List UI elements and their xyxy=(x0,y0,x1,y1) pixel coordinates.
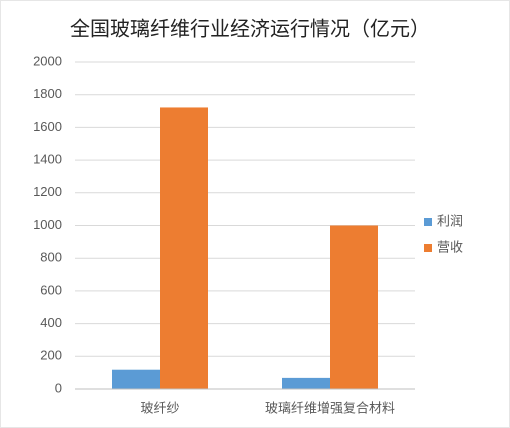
y-tick-label: 1400 xyxy=(33,152,62,167)
legend-label: 营收 xyxy=(437,239,463,254)
y-tick-label: 200 xyxy=(40,348,62,363)
bar xyxy=(160,107,208,389)
legend-label: 利润 xyxy=(437,213,463,228)
y-tick-label: 1200 xyxy=(33,184,62,199)
bar xyxy=(330,225,378,389)
legend-swatch xyxy=(424,218,432,226)
bar xyxy=(112,369,160,389)
y-tick-label: 1600 xyxy=(33,119,62,134)
bar xyxy=(282,377,330,389)
y-tick-label: 400 xyxy=(40,315,62,330)
y-tick-label: 0 xyxy=(55,380,62,395)
y-tick-label: 600 xyxy=(40,282,62,297)
x-tick-label: 玻璃纤维增强复合材料 xyxy=(265,400,395,415)
y-tick-label: 1800 xyxy=(33,86,62,101)
chart-title: 全国玻璃纤维行业经济运行情况（亿元） xyxy=(70,17,430,40)
legend-swatch xyxy=(424,244,432,252)
y-tick-label: 1000 xyxy=(33,217,62,232)
x-tick-label: 玻纤纱 xyxy=(140,400,179,415)
y-tick-label: 2000 xyxy=(33,53,62,68)
y-tick-label: 800 xyxy=(40,250,62,265)
